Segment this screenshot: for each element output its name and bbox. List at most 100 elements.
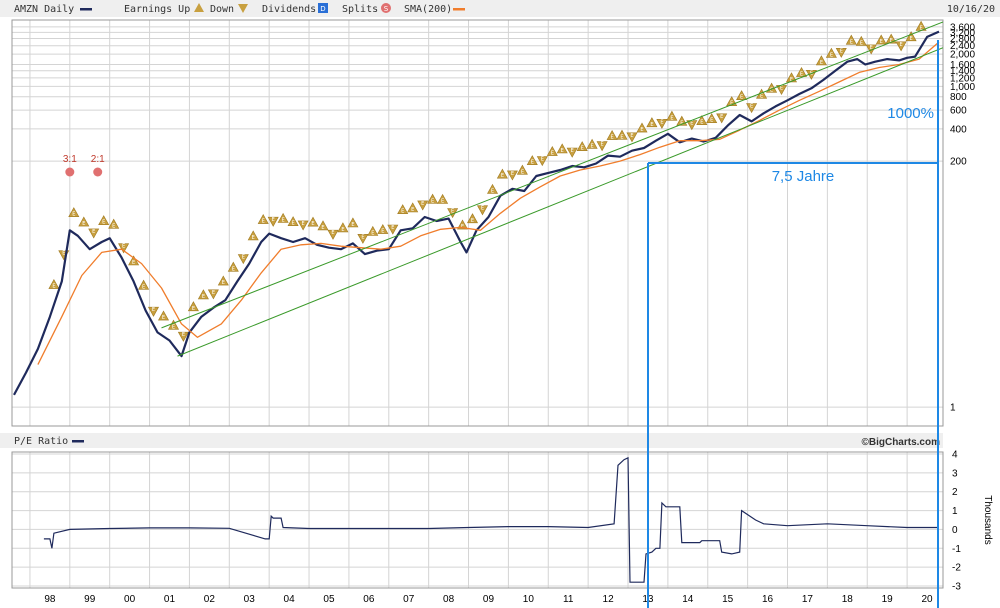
y-tick-label: 1,400 xyxy=(950,66,975,77)
x-tick-label: 07 xyxy=(403,594,415,605)
x-tick-label: 20 xyxy=(921,594,933,605)
earnings-marker xyxy=(716,113,728,124)
svg-text:S: S xyxy=(384,5,389,13)
earnings-marker xyxy=(297,220,309,231)
earnings-marker xyxy=(696,115,708,127)
x-tick-label: 10 xyxy=(523,594,535,605)
earnings-marker xyxy=(477,205,488,216)
x-tick-label: 03 xyxy=(244,594,256,605)
x-tick-label: 04 xyxy=(284,594,296,605)
earnings-marker xyxy=(317,220,329,232)
channel-lower-line xyxy=(177,47,943,357)
y-tick-label: 600 xyxy=(950,106,967,117)
bigcharts-watermark: ©BigCharts.com xyxy=(862,437,941,448)
sma-200-line xyxy=(37,41,940,365)
earnings-marker xyxy=(666,110,678,122)
earnings-marker xyxy=(815,55,827,67)
earnings-marker xyxy=(606,130,618,142)
x-tick-label: 16 xyxy=(762,594,774,605)
earnings-marker xyxy=(48,279,60,291)
earnings-marker xyxy=(875,34,887,46)
earnings-marker xyxy=(277,213,289,224)
earnings-down-label: Down xyxy=(210,4,234,15)
x-tick-label: 19 xyxy=(882,594,894,605)
pe-y-tick-label: 1 xyxy=(952,506,958,517)
main-grid xyxy=(12,20,943,426)
x-axis: 9899000102030405060708091011121314151617… xyxy=(44,594,933,605)
earnings-marker xyxy=(766,82,778,94)
x-tick-label: 15 xyxy=(722,594,734,605)
pe-line xyxy=(43,456,939,583)
earnings-marker xyxy=(78,216,90,228)
x-tick-label: 98 xyxy=(44,594,56,605)
earnings-marker xyxy=(516,164,528,176)
dividends-label: Dividends xyxy=(262,4,316,15)
earnings-marker xyxy=(337,222,349,234)
earnings-marker xyxy=(367,226,379,237)
pe-axis-label: Thousands xyxy=(982,495,993,544)
y-tick-label: 1 xyxy=(950,403,956,414)
y-tick-label: 1,600 xyxy=(950,60,975,71)
x-tick-label: 11 xyxy=(563,594,574,605)
split-label: 3:1 xyxy=(63,154,77,165)
earnings-marker xyxy=(855,36,867,47)
earnings-marker xyxy=(556,143,568,155)
y-tick-label: 400 xyxy=(950,124,967,135)
jahre-label: 7,5 Jahre xyxy=(772,168,835,185)
earnings-marker xyxy=(227,261,239,273)
x-tick-label: 18 xyxy=(842,594,854,605)
main-y-axis: 3,6003,2002,8002,4002,0001,6001,4001,200… xyxy=(950,22,975,413)
symbol-label: AMZN Daily xyxy=(14,4,74,15)
dividend-icon: D xyxy=(318,3,328,13)
earnings-marker xyxy=(327,229,339,240)
sma-legend-swatch xyxy=(453,8,465,11)
y-tick-label: 2,800 xyxy=(950,34,975,45)
pe-y-tick-label: -2 xyxy=(952,563,961,574)
earnings-marker xyxy=(437,194,449,205)
earnings-marker xyxy=(397,204,409,216)
pe-y-tick-label: 2 xyxy=(952,487,958,498)
y-tick-label: 2,000 xyxy=(950,50,975,61)
earnings-marker xyxy=(596,141,608,152)
earnings-marker xyxy=(287,216,299,228)
earnings-marker xyxy=(576,141,588,153)
earnings-marker xyxy=(257,214,269,226)
channel-upper-line xyxy=(161,21,943,329)
x-tick-label: 14 xyxy=(682,594,694,605)
earnings-marker xyxy=(407,202,419,214)
earnings-marker xyxy=(417,200,429,211)
earnings-marker xyxy=(566,147,578,158)
pe-y-tick-label: 0 xyxy=(952,525,958,536)
svg-text:D: D xyxy=(320,5,325,13)
pe-legend-swatch xyxy=(72,440,84,443)
pe-y-axis: 4 3 2 1 0 -1 -2 -3 xyxy=(952,450,961,593)
split-label: 2:1 xyxy=(91,154,105,165)
earnings-marker xyxy=(138,279,150,291)
pe-y-tick-label: -3 xyxy=(952,582,961,593)
x-tick-label: 08 xyxy=(443,594,455,605)
earnings-marker xyxy=(207,289,219,300)
earnings-down-icon xyxy=(238,4,248,13)
earnings-marker xyxy=(825,47,837,59)
x-tick-label: 12 xyxy=(603,594,615,605)
earnings-marker xyxy=(895,41,907,52)
price-line xyxy=(13,30,940,396)
earnings-marker xyxy=(656,118,668,129)
pe-frame xyxy=(11,451,944,589)
earnings-marker xyxy=(98,215,110,227)
earnings-marker xyxy=(267,216,279,227)
earnings-marker xyxy=(108,218,120,230)
x-tick-label: 02 xyxy=(204,594,216,605)
pe-y-tick-label: -1 xyxy=(952,544,961,555)
earnings-marker xyxy=(636,122,648,134)
pe-y-tick-label: 4 xyxy=(952,450,958,461)
pe-y-tick-label: 3 xyxy=(952,468,958,479)
y-tick-label: 800 xyxy=(950,92,967,103)
x-tick-label: 06 xyxy=(363,594,375,605)
split-markers: 3:1 2:1 xyxy=(63,154,105,177)
price-legend-swatch xyxy=(80,8,92,11)
earnings-marker xyxy=(676,115,688,127)
y-tick-label: 1,000 xyxy=(950,82,975,93)
earnings-marker xyxy=(487,184,498,195)
pe-title: P/E Ratio xyxy=(14,436,68,447)
